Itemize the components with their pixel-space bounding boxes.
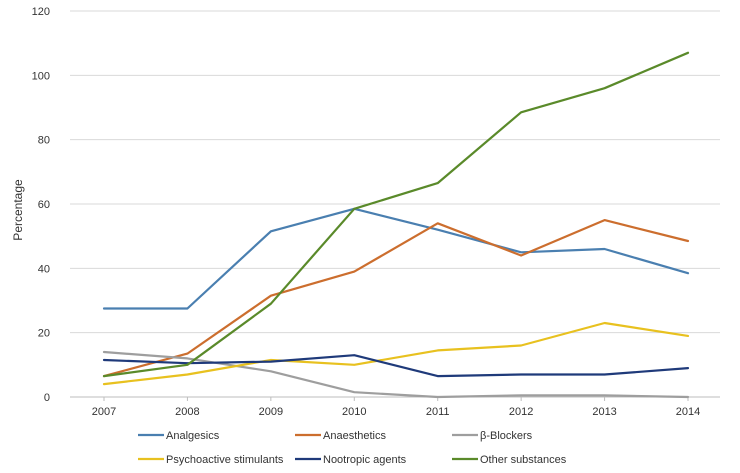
axes: 2007 2008 2009 2010 2011 2012 2013 2014 [70,396,720,418]
legend: Analgesics Anaesthetics β-Blockers Psychoac… [138,430,567,466]
legend-item: Psychoactive stimulants [138,454,284,466]
gridlines: 0 20 40 60 80 100 120 [32,6,720,404]
y-tick-label: 80 [38,135,50,147]
series-line-nootropic-agents [102,354,690,378]
y-tick-label: 40 [38,263,50,275]
legend-label: Other substances [480,454,567,466]
series-line-blockers [102,350,690,399]
legend-label: Anaesthetics [323,430,386,442]
y-axis-label: Percentage [11,179,25,241]
y-tick-label: 100 [32,70,50,82]
legend-item: Analgesics [138,430,220,442]
x-tick-label: 2012 [509,406,533,418]
x-tick-label: 2009 [259,406,283,418]
series-line-other-substances [102,51,690,378]
x-tick-label: 2011 [426,406,450,418]
x-tick-label: 2013 [592,406,616,418]
x-tick-label: 2010 [342,406,366,418]
legend-item: β-Blockers [452,430,533,442]
series-line-analgesics [102,207,690,310]
legend-label: Nootropic agents [323,454,407,466]
y-tick-label: 20 [38,328,50,340]
series-line-anaesthetics [102,219,690,378]
legend-item: Anaesthetics [295,430,386,442]
legend-item: Other substances [452,454,567,466]
y-tick-label: 0 [44,392,50,404]
y-tick-label: 60 [38,199,50,211]
x-tick-label: 2014 [676,406,700,418]
legend-label: Analgesics [166,430,220,442]
legend-item: Nootropic agents [295,454,407,466]
series-line-psychoactive-stimulants [102,321,690,386]
legend-label: β-Blockers [480,430,533,442]
series-lines [102,51,690,399]
y-tick-label: 120 [32,6,50,18]
x-tick-label: 2008 [175,406,199,418]
x-tick-label: 2007 [92,406,116,418]
legend-label: Psychoactive stimulants [166,454,284,466]
